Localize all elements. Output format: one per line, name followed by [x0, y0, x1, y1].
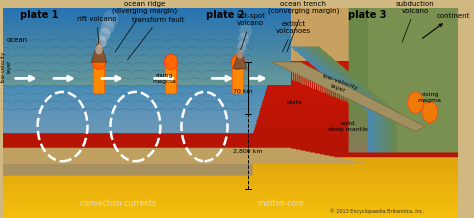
Text: extinct
volcanoes: extinct volcanoes: [276, 21, 311, 52]
Text: rising
magma: rising magma: [152, 73, 176, 84]
Ellipse shape: [92, 54, 106, 70]
Text: plate 3: plate 3: [348, 10, 387, 20]
Text: subduction
volcano: subduction volcano: [396, 1, 435, 42]
Text: ocean trench
(converging margin): ocean trench (converging margin): [268, 1, 339, 52]
Text: 2,800 km: 2,800 km: [233, 148, 263, 153]
Polygon shape: [272, 62, 425, 131]
Text: continent: continent: [422, 13, 470, 38]
Text: ocean: ocean: [7, 37, 28, 43]
Ellipse shape: [95, 45, 103, 54]
Polygon shape: [233, 48, 246, 69]
Text: molten core: molten core: [258, 199, 304, 208]
Text: transform fault: transform fault: [128, 17, 185, 60]
FancyBboxPatch shape: [232, 61, 244, 94]
Text: plate 2: plate 2: [206, 10, 245, 20]
Text: ocean ridge
(diverging margin): ocean ridge (diverging margin): [112, 1, 178, 52]
Text: rising
magma: rising magma: [418, 92, 442, 103]
Text: rift volcano: rift volcano: [77, 16, 117, 44]
FancyBboxPatch shape: [165, 61, 177, 94]
FancyBboxPatch shape: [93, 61, 105, 94]
Text: 70 km: 70 km: [233, 89, 253, 94]
Ellipse shape: [164, 54, 178, 70]
Text: hot-spot
volcano: hot-spot volcano: [236, 14, 265, 50]
Polygon shape: [91, 38, 107, 62]
Text: convection currents: convection currents: [80, 199, 156, 208]
Ellipse shape: [97, 36, 107, 48]
Ellipse shape: [238, 33, 249, 45]
Ellipse shape: [237, 41, 246, 52]
Ellipse shape: [422, 102, 438, 123]
Ellipse shape: [237, 50, 243, 59]
Text: plate 1: plate 1: [20, 10, 59, 20]
Text: low-velocity
layer: low-velocity layer: [0, 50, 11, 82]
Ellipse shape: [101, 19, 114, 34]
Text: solid
deep mantle: solid deep mantle: [328, 121, 368, 132]
Ellipse shape: [99, 27, 110, 41]
Text: © 2013 Encyclopaedia Britannica, Inc.: © 2013 Encyclopaedia Britannica, Inc.: [330, 209, 424, 214]
Ellipse shape: [239, 24, 252, 38]
Ellipse shape: [408, 92, 423, 113]
Ellipse shape: [231, 54, 245, 70]
Text: low-velocity
layer: low-velocity layer: [319, 74, 358, 97]
Text: plate: plate: [286, 100, 302, 106]
Ellipse shape: [103, 10, 118, 27]
